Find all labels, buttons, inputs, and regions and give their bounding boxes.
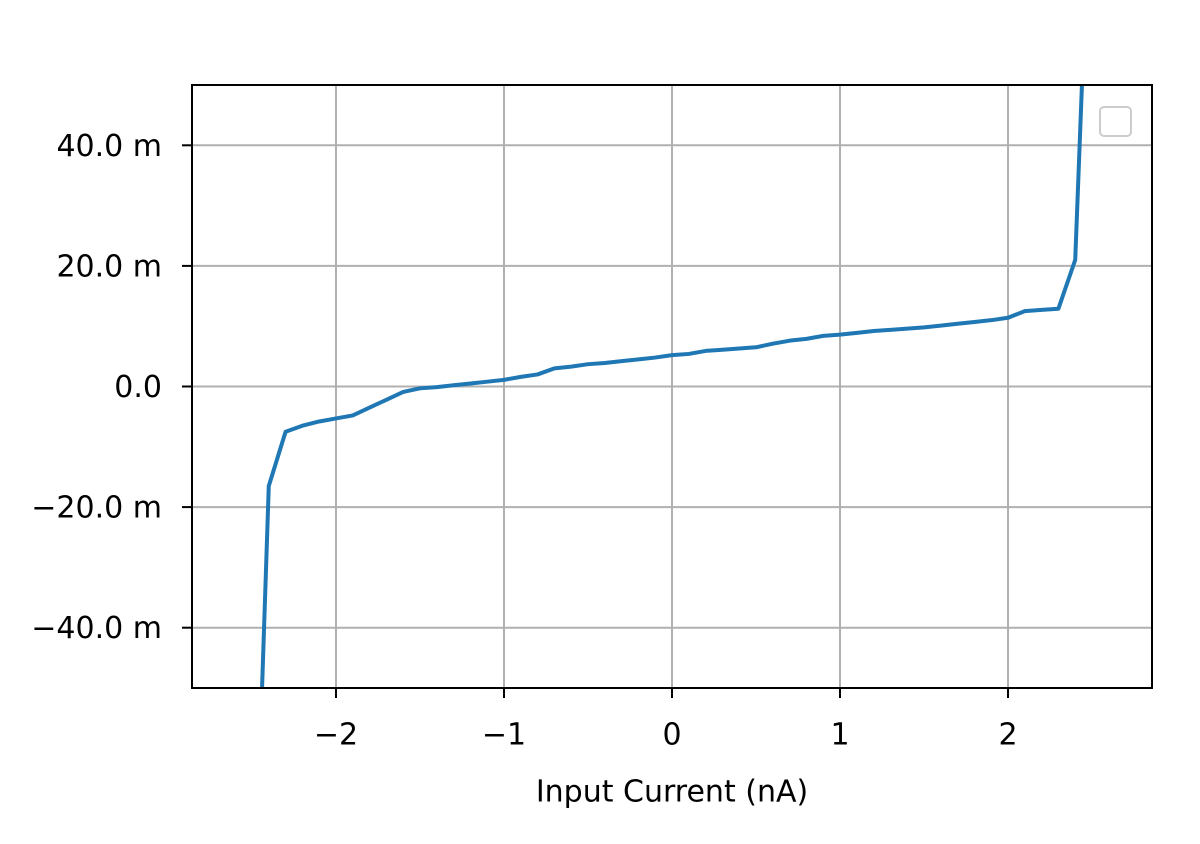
y-tick-label: 20.0 m — [56, 249, 162, 284]
x-tick-label: −1 — [482, 718, 526, 753]
x-tick-label: 1 — [830, 718, 849, 753]
y-tick-label: 0.0 — [114, 370, 162, 405]
x-tick-label: −2 — [314, 718, 358, 753]
y-tick-label: −20.0 m — [31, 491, 162, 526]
y-tick-label: −40.0 m — [31, 611, 162, 646]
grid — [192, 85, 1152, 688]
data-line — [260, 85, 1084, 688]
x-axis-label: Input Current (nA) — [536, 775, 808, 810]
x-tick-label: 2 — [998, 718, 1017, 753]
plot-area — [260, 85, 1084, 688]
x-tick-label: 0 — [662, 718, 681, 753]
ticks: −2 −1 0 1 2 −40.0 m −20.0 m 0.0 20.0 m 40.0 m — [31, 129, 1017, 753]
y-tick-label: 40.0 m — [56, 129, 162, 164]
legend — [1099, 106, 1132, 137]
